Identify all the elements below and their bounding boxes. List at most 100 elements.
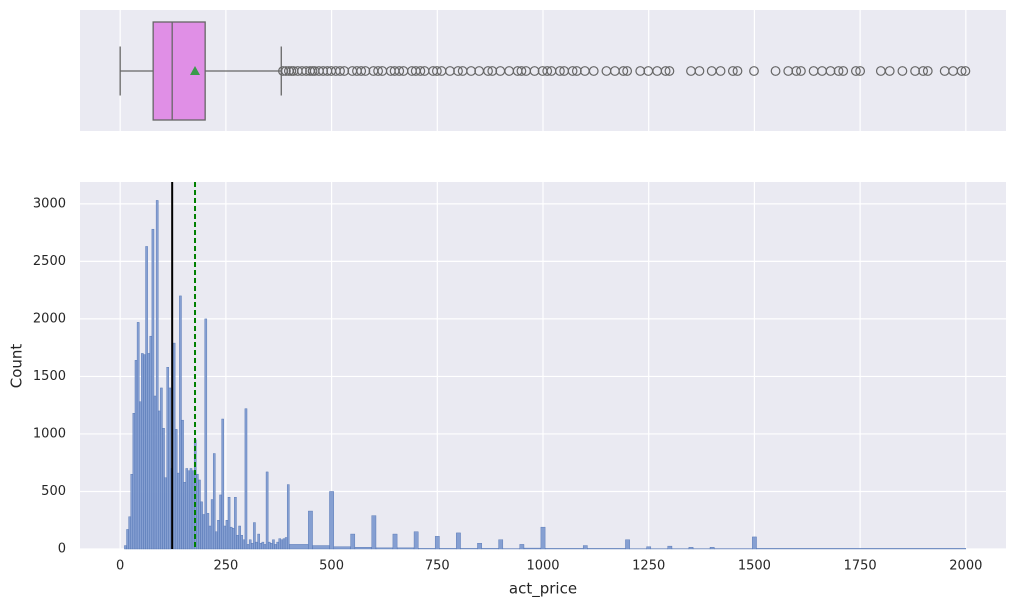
bar [439,548,456,549]
bar [414,532,418,549]
bar [279,539,281,549]
bar [757,548,966,549]
bar [270,543,272,549]
bar [213,454,215,549]
bar [141,353,143,549]
y-tick-label: 2000 [33,311,66,326]
bar [541,527,545,549]
bar [482,548,499,549]
bar [179,296,181,549]
bar [127,529,129,549]
bar [232,528,234,549]
x-tick-label: 500 [319,559,344,574]
x-tick-label: 1250 [632,559,665,574]
bar [133,413,135,549]
y-tick-label: 0 [58,542,66,557]
bar [255,542,257,549]
bar [583,546,587,549]
bar [143,355,145,549]
bar [177,473,179,549]
bar [710,547,714,549]
bar [211,500,213,549]
bar [499,540,503,549]
bar [220,495,222,549]
bar [162,428,164,549]
bar [355,547,372,549]
bar [226,520,228,549]
bar [196,474,198,549]
bar [418,548,435,549]
bar [239,526,241,549]
bar [275,544,277,549]
bar [397,548,414,549]
bar [249,540,251,549]
bar [135,360,137,549]
bar [241,535,243,549]
bar [520,544,524,549]
bar [308,511,312,549]
bar [372,516,376,549]
bar [150,336,152,549]
bar [224,526,226,549]
bar [689,547,693,549]
bar [184,482,186,549]
bar [152,229,154,549]
bar [334,547,351,549]
bar [329,491,333,549]
bar [260,543,262,549]
bar [146,246,148,549]
x-tick-label: 1750 [844,559,877,574]
bar [253,523,255,549]
bar [668,546,672,549]
bar [625,540,629,549]
bar [217,520,219,549]
bar [272,540,274,549]
bar [251,543,253,549]
bar [124,546,126,549]
bar [351,534,355,549]
bar [181,420,183,549]
x-tick-label: 2000 [949,559,982,574]
bar [228,497,230,549]
bar [198,480,200,549]
bar [545,548,583,549]
bar [158,411,160,549]
bar [313,546,330,549]
bar [192,471,194,549]
y-tick-label: 2500 [33,254,66,269]
bar [205,319,207,549]
bar [215,532,217,549]
bar [190,468,192,549]
bar [264,544,266,549]
bar [268,542,270,549]
bar [243,540,245,549]
bar [156,200,158,549]
bar [137,322,139,549]
bar [245,409,247,549]
bar [169,388,171,549]
x-tick-label: 0 [116,559,124,574]
bar [524,548,541,549]
bar [435,536,439,549]
bar [752,537,756,549]
bar [175,429,177,549]
bar [129,517,131,549]
bar [393,534,397,549]
bar [160,388,162,549]
bar [262,542,264,549]
bar [201,502,203,549]
bar [154,396,156,549]
y-tick-label: 1000 [33,426,66,441]
bar [234,497,236,549]
bar [376,548,393,549]
bar [285,537,287,549]
bar [148,353,150,549]
bar [247,544,249,549]
bar [258,534,260,549]
bar [647,547,651,549]
bar [209,526,211,549]
bar [461,548,478,549]
bar [222,419,224,549]
bar [236,535,238,549]
